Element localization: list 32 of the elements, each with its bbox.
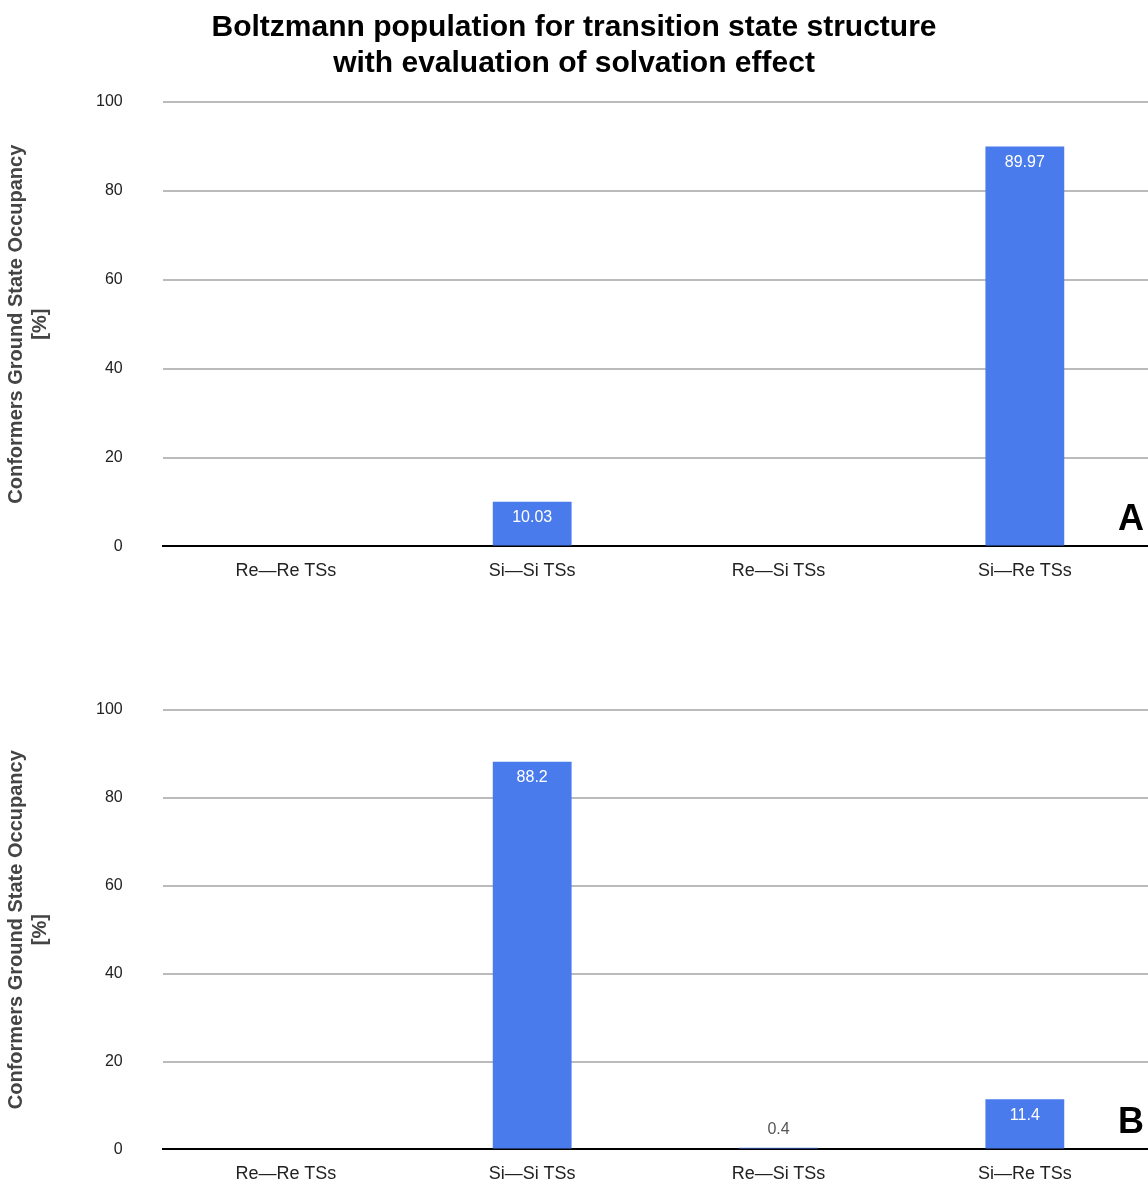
bar xyxy=(492,761,572,1149)
y-tick-label: 100 xyxy=(95,92,123,110)
x-tick-label: Re—Re TSs xyxy=(235,1163,337,1184)
y-tick-label: 80 xyxy=(104,788,123,806)
y-tick-label: 60 xyxy=(104,270,123,288)
y-tick-label: 40 xyxy=(104,964,123,982)
y-tick-label: 20 xyxy=(104,447,123,465)
x-tick-label: Si—Re TSs xyxy=(977,1163,1072,1184)
x-tick-label: Si—Si TSs xyxy=(488,1163,576,1184)
x-tick-label: Si—Si TSs xyxy=(488,560,576,581)
annotation: B xyxy=(1118,1100,1144,1142)
x-tick-label: Re—Re TSs xyxy=(235,560,337,581)
chart-title: Boltzmann population for transition state structure with evaluation of solvation effect xyxy=(211,9,937,79)
y-tick-label: 100 xyxy=(95,700,123,718)
y-tick-label: 0 xyxy=(113,536,123,554)
annotation: A xyxy=(1118,497,1144,539)
bar xyxy=(985,1099,1065,1149)
y-axis-title: Conformers Ground State Occupancy [%] xyxy=(3,143,50,504)
x-tick-label: Re—Si TSs xyxy=(731,560,826,581)
data-label: 89.97 xyxy=(1004,152,1045,170)
y-tick-label: 40 xyxy=(104,359,123,377)
x-tick-label: Re—Si TSs xyxy=(731,1163,826,1184)
data-label: 88.2 xyxy=(516,768,548,786)
data-label: 10.03 xyxy=(512,508,553,526)
x-tick-label: Si—Re TSs xyxy=(977,560,1072,581)
y-tick-label: 0 xyxy=(113,1139,123,1157)
y-tick-label: 80 xyxy=(104,181,123,199)
data-label: 11.4 xyxy=(1009,1105,1040,1123)
y-tick-label: 20 xyxy=(104,1051,123,1069)
data-label: 0.4 xyxy=(767,1120,790,1138)
y-axis-title: Conformers Ground State Occupancy [%] xyxy=(3,749,50,1110)
y-tick-label: 60 xyxy=(104,876,123,894)
